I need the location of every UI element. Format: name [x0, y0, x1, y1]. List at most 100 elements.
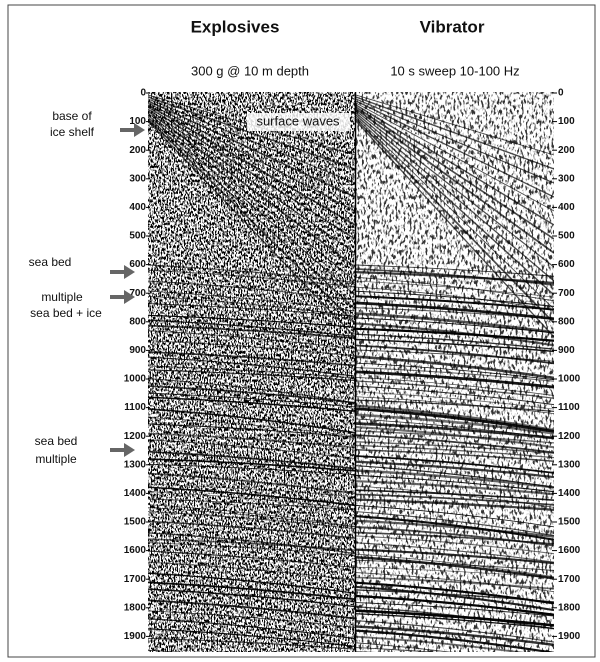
- right-tick-label: 1300: [558, 459, 581, 470]
- reflection: [148, 365, 355, 379]
- reflection: [356, 594, 554, 616]
- reflection: [148, 483, 355, 497]
- reflection: [356, 559, 554, 572]
- reflection: [148, 439, 355, 460]
- reflection: [356, 629, 554, 652]
- reflection: [148, 458, 355, 472]
- surface-wave: [356, 120, 554, 338]
- reflection: [356, 455, 554, 474]
- reflection: [148, 280, 355, 301]
- reflection: [148, 637, 355, 650]
- reflection: [356, 338, 554, 353]
- reflection: [356, 625, 554, 647]
- reflection: [148, 561, 355, 581]
- surface-wave: [148, 104, 355, 226]
- surface-wave: [356, 104, 554, 226]
- reflection: [148, 392, 355, 408]
- surface-wave: [356, 96, 554, 170]
- reflection: [356, 655, 554, 662]
- surface-wave: [148, 98, 355, 184]
- reflection: [356, 391, 554, 410]
- reflection: [148, 498, 355, 511]
- reflection: [148, 340, 355, 357]
- left-tick-label: 800: [129, 316, 146, 327]
- reflection: [148, 396, 355, 413]
- reflection: [356, 422, 554, 440]
- reflection: [148, 649, 182, 652]
- surface-wave: [356, 94, 554, 156]
- right-tick-label: 1700: [558, 574, 581, 585]
- reflection: [356, 553, 554, 578]
- right-tick-label: 1900: [558, 631, 581, 642]
- reflection: [148, 450, 355, 470]
- left-tick-label: 0: [140, 88, 146, 99]
- frame: [7, 4, 596, 658]
- explosive-record: [148, 92, 355, 662]
- right-title: Vibrator: [420, 17, 485, 36]
- reflection: [356, 613, 554, 630]
- reflection: [148, 572, 355, 594]
- reflection: [356, 370, 554, 389]
- right-tick-label: 0: [558, 88, 564, 99]
- surface-wave: [148, 118, 355, 324]
- reflection: [356, 535, 554, 555]
- reflection: [356, 576, 554, 590]
- right-tick-label: 400: [558, 202, 575, 213]
- reflection: [356, 515, 554, 541]
- reflection: [148, 550, 355, 569]
- right-tick-label: 1600: [558, 545, 581, 556]
- reflection: [148, 628, 355, 647]
- right-tick-label: 500: [558, 231, 575, 242]
- left-tick-label: 1600: [124, 545, 147, 556]
- surface-wave: [148, 96, 355, 170]
- reflection: [356, 430, 554, 444]
- annotation: base of: [52, 109, 92, 123]
- left-tick-label: 100: [129, 116, 146, 127]
- left-tick-label: 1700: [124, 574, 147, 585]
- annotation: multiple: [35, 452, 77, 466]
- surface-wave: [356, 110, 554, 268]
- left-tick-label: 1500: [124, 517, 147, 528]
- reflection: [356, 317, 554, 334]
- reflection: [356, 441, 554, 454]
- reflection: [148, 423, 355, 438]
- reflection: [356, 327, 554, 342]
- surface-wave: [356, 114, 554, 296]
- left-tick-label: 1000: [124, 374, 147, 385]
- surface-wave: [356, 100, 554, 198]
- left-tick-label: 700: [129, 288, 146, 299]
- reflection: [356, 270, 554, 285]
- surface-wave: [356, 108, 554, 254]
- surface-wave: [356, 116, 554, 310]
- reflection: [148, 581, 355, 601]
- surface-wave: [356, 98, 554, 184]
- reflection: [356, 647, 437, 652]
- left-tick-label: 1800: [124, 602, 147, 613]
- surface-wave: [148, 106, 355, 240]
- reflection: [356, 493, 554, 506]
- reflection: [148, 385, 355, 404]
- reflection: [356, 460, 554, 479]
- left-tick-label: 1200: [124, 431, 147, 442]
- reflection: [356, 589, 554, 603]
- reflection: [148, 655, 355, 662]
- reflection: [356, 286, 554, 311]
- right-tick-label: 800: [558, 316, 575, 327]
- reflection: [356, 555, 554, 580]
- right-tick-label: 900: [558, 345, 575, 356]
- reflection: [148, 491, 355, 510]
- reflection: [356, 642, 453, 652]
- reflection: [356, 349, 554, 362]
- reflection: [148, 472, 355, 495]
- left-tick-label: 1100: [124, 402, 146, 413]
- reflection: [148, 511, 355, 530]
- reflection: [148, 408, 355, 434]
- right-tick-label: 1500: [558, 517, 581, 528]
- reflection: [356, 344, 554, 365]
- reflection: [148, 264, 355, 283]
- reflection: [356, 469, 554, 489]
- reflection: [148, 417, 355, 437]
- annotation: sea bed: [35, 434, 78, 448]
- surface-wave: [356, 118, 554, 324]
